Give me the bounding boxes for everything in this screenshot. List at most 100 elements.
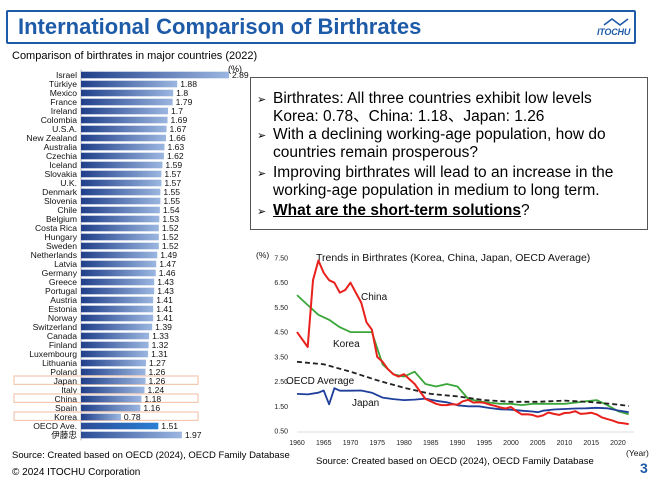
series-label: China bbox=[361, 292, 388, 303]
bar-value-label: 1.52 bbox=[162, 223, 179, 233]
logo-text: ITOCHU bbox=[597, 27, 631, 37]
x-tick-label: 1990 bbox=[450, 440, 466, 447]
bar bbox=[81, 350, 149, 358]
bar-value-label: 1.32 bbox=[152, 340, 169, 350]
bar bbox=[81, 341, 149, 349]
arrow-right-icon: ➢ bbox=[257, 206, 267, 218]
y-tick-label: 4.50 bbox=[274, 330, 288, 337]
bar bbox=[81, 161, 163, 169]
bar bbox=[81, 152, 164, 160]
bar-category-label: Greece bbox=[49, 277, 77, 287]
bar-value-label: 1.46 bbox=[159, 268, 176, 278]
bar-value-label: 1.39 bbox=[155, 322, 172, 332]
series-line-china bbox=[296, 294, 629, 416]
bar-value-label: 1.59 bbox=[165, 160, 182, 170]
bar-value-label: 1.16 bbox=[143, 403, 160, 413]
x-tick-label: 1970 bbox=[343, 440, 359, 447]
bar-category-label: Israel bbox=[56, 70, 77, 80]
bar-value-label: 1.51 bbox=[161, 421, 178, 431]
bar-category-label: Costa Rica bbox=[35, 223, 77, 233]
bar bbox=[81, 80, 178, 88]
highlight-box bbox=[13, 375, 199, 385]
bar bbox=[81, 143, 165, 151]
bar bbox=[81, 296, 154, 304]
bar-value-label: 1.49 bbox=[160, 250, 177, 260]
bar-value-label: 1.79 bbox=[176, 97, 193, 107]
bar bbox=[81, 422, 159, 430]
page-title: International Comparison of Birthrates bbox=[18, 14, 422, 39]
bar bbox=[81, 116, 168, 124]
bar-value-label: 1.18 bbox=[144, 394, 161, 404]
key-point-1: ➢ Birthrates: All three countries exhibit… bbox=[257, 90, 592, 107]
y-tick-label: 3.50 bbox=[274, 354, 288, 361]
bar-chart-subtitle: Comparison of birthrates in major countr… bbox=[12, 50, 258, 62]
x-tick-label: 1960 bbox=[289, 440, 305, 447]
bar bbox=[81, 395, 142, 403]
bar bbox=[81, 404, 141, 412]
bar-value-label: 1.88 bbox=[180, 79, 197, 89]
bar-category-label: Luxembourg bbox=[29, 349, 77, 359]
bar bbox=[81, 197, 161, 205]
bar bbox=[81, 386, 145, 394]
bar bbox=[81, 368, 146, 376]
bar bbox=[81, 323, 153, 331]
bar-category-label: Switzerland bbox=[33, 322, 78, 332]
bar bbox=[81, 71, 229, 79]
bar-category-label: China bbox=[55, 394, 78, 404]
bar-category-label: Japan bbox=[54, 376, 78, 386]
bar-value-label: 2.89 bbox=[232, 70, 249, 80]
bar bbox=[81, 134, 166, 142]
bar-value-label: 1.66 bbox=[169, 133, 186, 143]
bar-category-label: Iceland bbox=[49, 160, 77, 170]
logo-mark-icon bbox=[603, 18, 629, 26]
bar-category-label: Lithuania bbox=[42, 358, 77, 368]
title-bar: International Comparison of Birthrates bbox=[6, 10, 636, 44]
bar-category-label: Mexico bbox=[50, 88, 77, 98]
bar-category-label: Italy bbox=[61, 385, 77, 395]
highlight-box bbox=[13, 393, 199, 403]
x-tick-label: 2000 bbox=[503, 440, 519, 447]
bar bbox=[81, 206, 160, 214]
key-point-3-cont: working-age population in medium to long… bbox=[273, 182, 600, 199]
bar-value-label: 1.8 bbox=[176, 88, 188, 98]
bar-category-label: U.S.A. bbox=[52, 124, 77, 134]
bar-category-label: Korea bbox=[54, 412, 77, 422]
bar-category-label: Slovakia bbox=[45, 169, 78, 179]
line-chart-ylabel: (%) bbox=[256, 250, 269, 260]
bar-value-label: 1.27 bbox=[149, 358, 166, 368]
bar-category-label: U.K. bbox=[60, 178, 77, 188]
bar-value-label: 1.55 bbox=[163, 196, 180, 206]
x-tick-label: 2005 bbox=[530, 440, 546, 447]
bar-value-label: 1.52 bbox=[162, 232, 179, 242]
copyright: © 2024 ITOCHU Corporation bbox=[12, 467, 141, 478]
y-tick-label: 6.50 bbox=[274, 280, 288, 287]
x-tick-label: 2010 bbox=[557, 440, 573, 447]
bar-value-label: 1.7 bbox=[171, 106, 183, 116]
bar-value-label: 1.41 bbox=[156, 313, 173, 323]
bar bbox=[81, 260, 157, 268]
arrow-right-icon: ➢ bbox=[257, 130, 267, 142]
bar bbox=[81, 107, 169, 115]
bar-category-label: Slovenia bbox=[44, 196, 77, 206]
bar bbox=[81, 413, 121, 421]
bar bbox=[81, 125, 167, 133]
bar-value-label: 1.43 bbox=[157, 277, 174, 287]
y-tick-label: 1.50 bbox=[274, 404, 288, 411]
line-chart-source: Source: Created based on OECD (2024), OE… bbox=[316, 456, 594, 467]
bar-category-label: Estonia bbox=[48, 304, 77, 314]
bar-category-label: Finland bbox=[49, 340, 77, 350]
itochu-logo: ITOCHU bbox=[597, 18, 635, 40]
key-point-4: ➢ What are the short-term solutions? bbox=[257, 202, 530, 219]
bar bbox=[81, 251, 158, 259]
bar-value-label: 1.31 bbox=[151, 349, 168, 359]
bar-category-label: France bbox=[50, 97, 77, 107]
bar-value-label: 1.43 bbox=[157, 286, 174, 296]
key-point-3: ➢ Improving birthrates will lead to an in… bbox=[257, 164, 614, 181]
bar-category-label: Norway bbox=[48, 313, 78, 323]
bar bbox=[81, 359, 147, 367]
bar-value-label: 0.78 bbox=[124, 412, 141, 422]
bar-value-label: 1.53 bbox=[162, 214, 179, 224]
bar-category-label: Spain bbox=[55, 403, 77, 413]
series-line-oecd-average bbox=[296, 360, 629, 407]
